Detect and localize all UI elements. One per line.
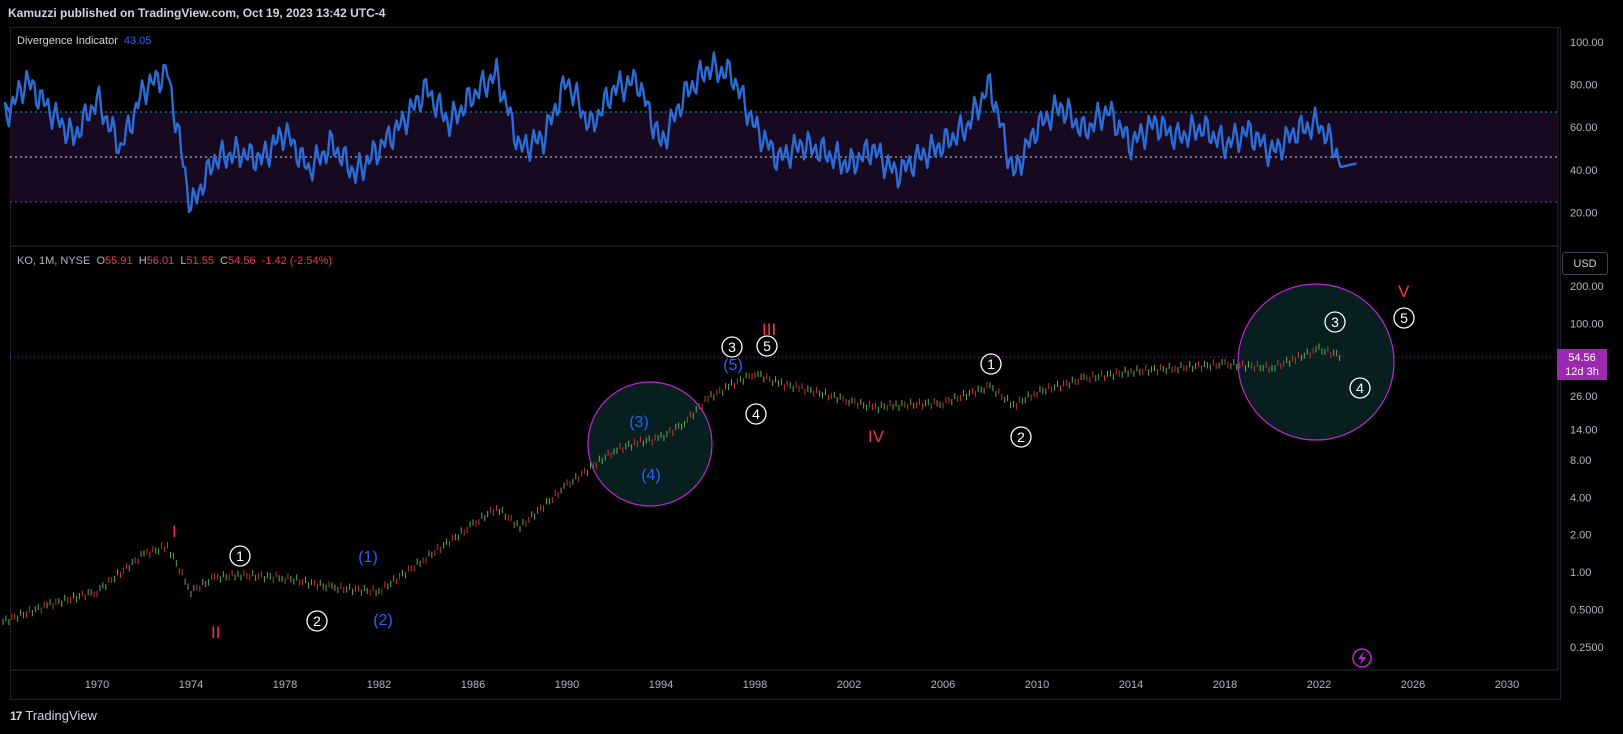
time-tick: 1982 <box>367 679 391 691</box>
time-axis-ticks: 1970 1974 1978 1982 1986 1990 1994 1998 2002 2006… <box>85 679 1519 691</box>
time-tick: 1978 <box>273 679 297 691</box>
wave-circle-4-1998-text: 4 <box>752 406 760 422</box>
rsi-tick-60: 60.00 <box>1570 122 1598 134</box>
wave-label-I: I <box>172 522 177 541</box>
time-tick: 2030 <box>1495 679 1519 691</box>
wave-circle-1-2008: 1 <box>980 353 1002 375</box>
tradingview-logo-text: TradingView <box>25 708 97 723</box>
wave-circle-5-target: 5 <box>1393 307 1415 329</box>
rsi-tick-80: 80.00 <box>1570 80 1598 92</box>
wave-circle-2-2009: 2 <box>1010 426 1032 448</box>
time-tick: 2010 <box>1025 679 1049 691</box>
indicator-name: Divergence Indicator <box>17 35 118 47</box>
price-tick: 200.00 <box>1570 281 1604 293</box>
wave-circle-5-target-text: 5 <box>1400 310 1408 326</box>
wave-circle-3-1997: 3 <box>721 336 743 358</box>
open-label: O <box>96 255 106 267</box>
indicator-legend[interactable]: Divergence Indicator 43.05 <box>17 35 151 47</box>
wave-circle-3-1997-text: 3 <box>728 339 736 355</box>
wave-circle-4-2023-text: 4 <box>1356 380 1364 396</box>
time-tick: 1990 <box>555 679 579 691</box>
time-tick: 2014 <box>1119 679 1143 691</box>
bar-countdown: 12d 3h <box>1565 366 1599 378</box>
price-tick: 2.00 <box>1570 530 1591 542</box>
price-tick: 14.00 <box>1570 425 1598 437</box>
open-value: 55.91 <box>105 255 133 267</box>
wave-circle-2-text: 2 <box>313 613 321 629</box>
last-price-value: 54.56 <box>1568 352 1596 364</box>
rsi-axis-ticks: 100.00 80.00 60.00 40.00 20.00 <box>1570 37 1604 219</box>
time-tick: 2022 <box>1307 679 1331 691</box>
symbol-info: KO, 1M, NYSE <box>17 255 91 267</box>
wave-blue-5: (5) <box>723 357 743 374</box>
lightning-icon[interactable] <box>1352 648 1372 668</box>
time-tick: 2026 <box>1401 679 1425 691</box>
highlight-circle-1993 <box>587 381 713 507</box>
price-tick: 0.5000 <box>1570 605 1604 617</box>
price-tick: 100.00 <box>1570 318 1604 330</box>
wave-blue-3: (3) <box>629 414 649 431</box>
rsi-tick-20: 20.00 <box>1570 207 1598 219</box>
high-label: H <box>138 255 147 267</box>
wave-blue-1: (1) <box>358 549 378 566</box>
publisher-line: Kamuzzi published on TradingView.com, Oc… <box>8 6 386 20</box>
wave-circle-2: 2 <box>306 610 328 632</box>
time-tick: 2018 <box>1213 679 1237 691</box>
wave-circle-3-2022: 3 <box>1324 311 1346 333</box>
time-tick: 2006 <box>931 679 955 691</box>
indicator-value: 43.05 <box>123 35 152 47</box>
rsi-line <box>3 51 1357 214</box>
close-label: C <box>220 255 229 267</box>
tradingview-footer[interactable]: 17 TradingView <box>10 708 97 723</box>
highlight-circle-2022 <box>1237 283 1395 441</box>
currency-button[interactable]: USD <box>1562 252 1608 275</box>
wave-blue-4: (4) <box>641 467 661 484</box>
low-label: L <box>180 255 187 267</box>
price-tick: 1.00 <box>1570 567 1591 579</box>
wave-circle-1-2008-text: 1 <box>987 356 995 372</box>
price-series <box>2 343 1341 626</box>
price-tick: 8.00 <box>1570 455 1591 467</box>
wave-circle-1-text: 1 <box>236 548 244 564</box>
price-tick: 4.00 <box>1570 492 1591 504</box>
wave-label-IV: IV <box>868 427 885 446</box>
close-value: 54.56 <box>228 255 256 267</box>
tradingview-logo-icon: 17 <box>10 708 22 723</box>
time-tick: 1986 <box>461 679 485 691</box>
price-tick: 0.2500 <box>1570 642 1604 654</box>
last-price-tag: 54.56 12d 3h <box>1557 349 1607 380</box>
low-value: 51.55 <box>186 255 214 267</box>
price-tick: 26.00 <box>1570 391 1598 403</box>
wave-circle-3-2022-text: 3 <box>1331 314 1339 330</box>
wave-label-II: II <box>211 623 220 642</box>
time-tick: 1974 <box>179 679 203 691</box>
symbol-legend[interactable]: KO, 1M, NYSE O55.91 H56.01 L51.55 C54.56… <box>17 255 332 267</box>
wave-label-V: V <box>1398 282 1410 301</box>
wave-circle-1: 1 <box>229 545 251 567</box>
time-tick: 2002 <box>837 679 861 691</box>
rsi-tick-40: 40.00 <box>1570 165 1598 177</box>
wave-circle-4-2023: 4 <box>1349 377 1371 399</box>
wave-circle-2-2009-text: 2 <box>1017 429 1025 445</box>
change-value: -1.42 (-2.54%) <box>261 255 333 267</box>
price-axis-ticks: 200.00100.0052.0026.0014.008.004.002.001… <box>1570 281 1604 654</box>
high-value: 56.01 <box>146 255 175 267</box>
wave-blue-2: (2) <box>373 612 393 629</box>
time-tick: 1970 <box>85 679 109 691</box>
wave-circle-5-1998: 5 <box>756 335 778 357</box>
rsi-series <box>3 51 1357 214</box>
rsi-tick-100: 100.00 <box>1570 37 1604 49</box>
wave-circle-4-1998: 4 <box>745 403 767 425</box>
wave-circle-5-1998-text: 5 <box>763 338 771 354</box>
wave-label-III: III <box>762 320 776 339</box>
time-tick: 1994 <box>649 679 673 691</box>
time-tick: 1998 <box>743 679 767 691</box>
